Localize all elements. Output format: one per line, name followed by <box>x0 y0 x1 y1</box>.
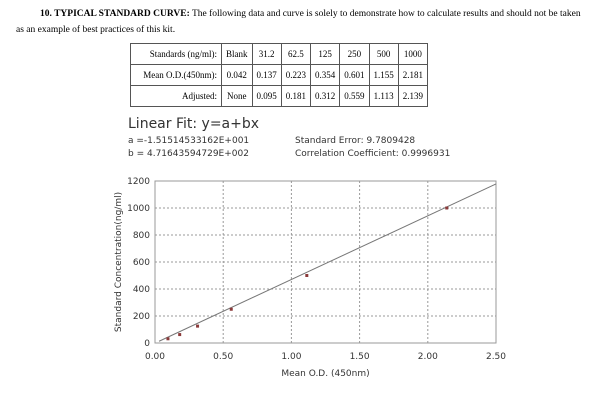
x-tick-label: 2.50 <box>486 352 506 362</box>
table-cell: 0.559 <box>339 85 370 107</box>
y-tick-label: 400 <box>133 285 150 295</box>
x-tick-label: 2.00 <box>418 352 438 362</box>
x-tick-label: 0.50 <box>213 352 233 362</box>
annotation: b = 4.71643594729E+002 <box>128 149 249 159</box>
x-tick-label: 1.00 <box>281 352 301 362</box>
heading-text: The following data and curve is solely t… <box>16 9 581 35</box>
x-axis-label: Mean O.D. (450nm) <box>281 369 369 379</box>
y-tick-label: 1200 <box>127 177 150 187</box>
y-tick-label: 600 <box>133 258 150 268</box>
table-row: Adjusted: None 0.095 0.181 0.312 0.559 1.113 2.… <box>130 85 429 107</box>
y-tick-label: 1000 <box>127 204 150 214</box>
heading: 10. TYPICAL STANDARD CURVE: The followin… <box>16 6 586 38</box>
data-point <box>196 324 200 328</box>
x-tick-label: 1.50 <box>350 352 370 362</box>
data-point <box>229 307 233 311</box>
table-cell: Adjusted: <box>130 85 222 107</box>
table-cell: 2.139 <box>397 85 429 107</box>
annotation: Standard Error: 9.7809428 <box>295 136 415 146</box>
y-axis-label: Standard Concentration(ng/ml) <box>114 192 124 332</box>
y-tick-label: 800 <box>133 231 150 241</box>
data-point <box>178 333 182 337</box>
annotation: Correlation Coefficient: 0.9996931 <box>295 149 450 159</box>
standards-table: Standards (ng/ml): Blank 31.2 62.5 125 250 500… <box>130 43 429 107</box>
y-tick-label: 0 <box>144 339 150 349</box>
x-tick-label: 0.00 <box>145 352 165 362</box>
y-tick-label: 200 <box>133 312 150 322</box>
fit-line <box>158 183 497 342</box>
data-point <box>166 337 170 341</box>
heading-label: 10. TYPICAL STANDARD CURVE: <box>40 9 190 19</box>
data-point <box>305 274 309 277</box>
table-row: Mean O.D.(450nm): 0.042 0.137 0.223 0.354 0.6… <box>130 64 429 86</box>
annotation: a =-1.51514533162E+001 <box>128 136 249 146</box>
annotation: Linear Fit: y=a+bx <box>128 116 259 132</box>
data-point <box>445 206 449 210</box>
